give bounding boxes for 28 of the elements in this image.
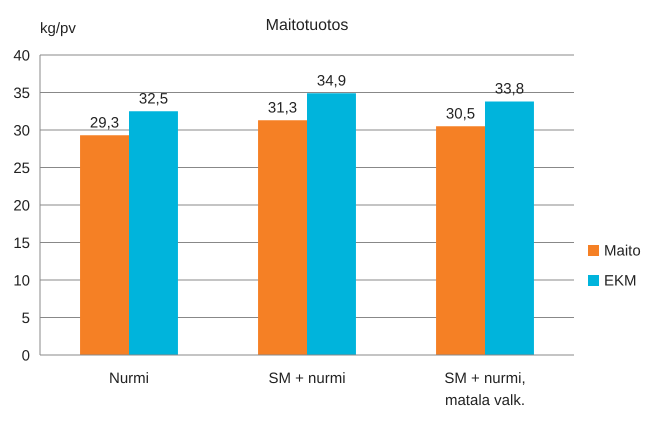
bar: [129, 111, 178, 355]
y-tick-label: 35: [13, 84, 30, 102]
x-tick-label: Nurmi: [109, 370, 149, 387]
chart-title: Maitotuotos: [266, 17, 348, 34]
y-tick-label: 30: [13, 122, 30, 140]
y-tick-label: 40: [13, 47, 30, 64]
data-label: 32,5: [138, 90, 168, 108]
data-label: 33,8: [494, 80, 524, 98]
y-tick-label: 15: [13, 234, 30, 252]
x-tick-label: SM + nurmi: [268, 370, 346, 387]
data-label: 29,3: [90, 114, 120, 132]
bar: [80, 135, 129, 355]
data-label: 31,3: [268, 99, 298, 116]
legend-label: EKM: [604, 272, 637, 290]
y-tick-label: 0: [22, 347, 30, 364]
y-tick-label: 25: [13, 160, 30, 177]
bar: [436, 126, 485, 355]
bar: [258, 120, 307, 355]
y-tick-label: 20: [13, 197, 30, 214]
x-tick-label: SM + nurmi, matala valk.: [444, 370, 526, 409]
bar: [485, 102, 534, 355]
y-tick-label: 10: [13, 272, 30, 290]
legend-label: Maito: [604, 242, 641, 260]
data-label: 30,5: [446, 105, 476, 122]
data-label: 34,9: [316, 72, 346, 90]
y-axis-title: kg/pv: [40, 20, 76, 37]
bar: [307, 93, 356, 355]
y-tick-label: 5: [22, 310, 30, 327]
